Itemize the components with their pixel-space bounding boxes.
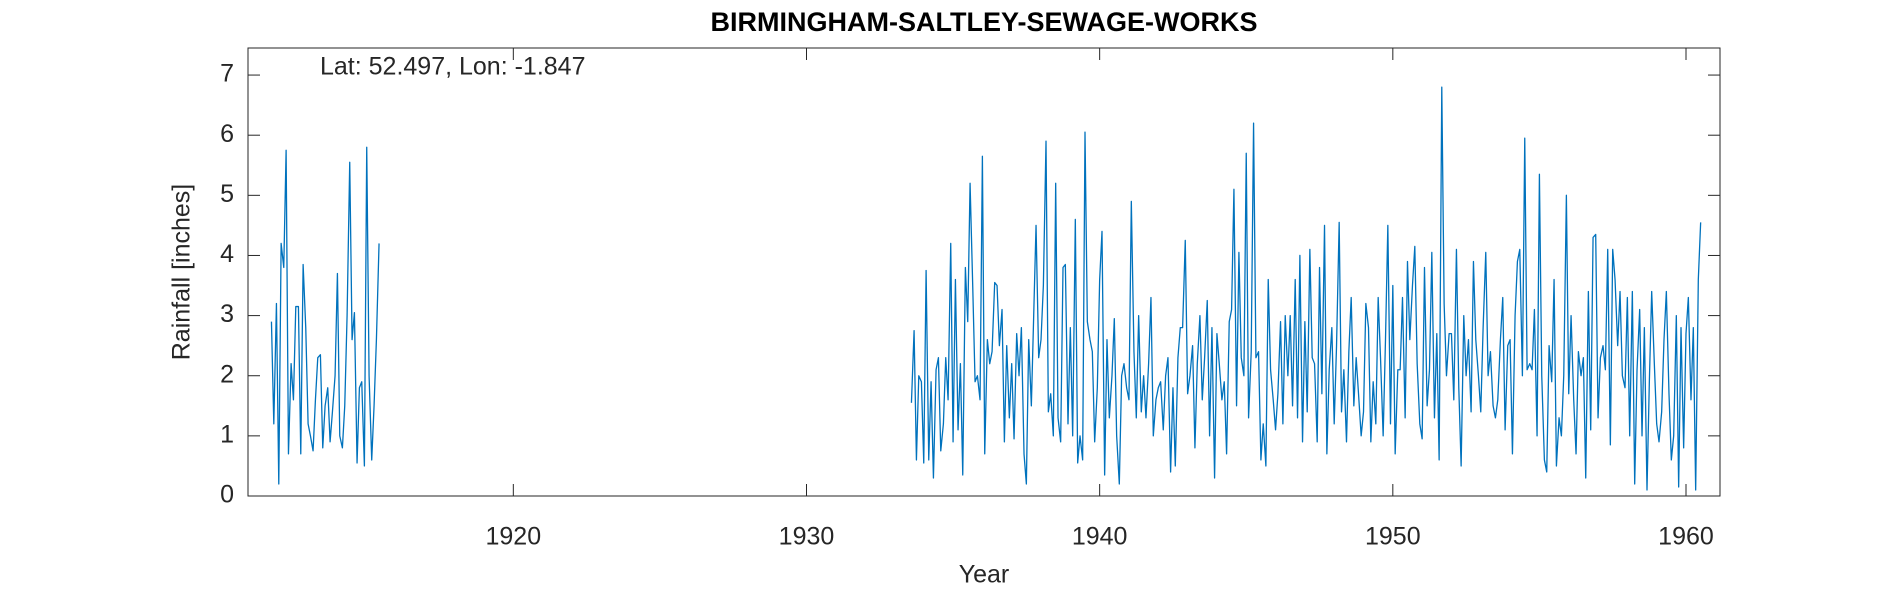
chart-title: BIRMINGHAM-SALTLEY-SEWAGE-WORKS: [711, 7, 1258, 37]
y-tick-label: 6: [220, 120, 234, 148]
y-tick-label: 0: [220, 481, 234, 509]
y-tick-label: 3: [220, 300, 234, 328]
x-tick-label: 1920: [486, 523, 542, 551]
data-line: [270, 86, 1702, 491]
y-tick-label: 5: [220, 180, 234, 208]
x-tick-label: 1930: [779, 523, 835, 551]
y-tick-label: 2: [220, 360, 234, 388]
y-tick-label: 7: [220, 60, 234, 88]
x-tick-label: 1960: [1658, 523, 1714, 551]
x-tick-label: 1940: [1072, 523, 1128, 551]
y-axis-label: Rainfall [inches]: [168, 184, 196, 360]
annotation: Lat: 52.497, Lon: -1.847: [320, 53, 586, 81]
y-tick-label: 4: [220, 240, 234, 268]
y-tick-label: 1: [220, 420, 234, 448]
x-tick-label: 1950: [1365, 523, 1421, 551]
x-axis-label: Year: [959, 561, 1010, 589]
